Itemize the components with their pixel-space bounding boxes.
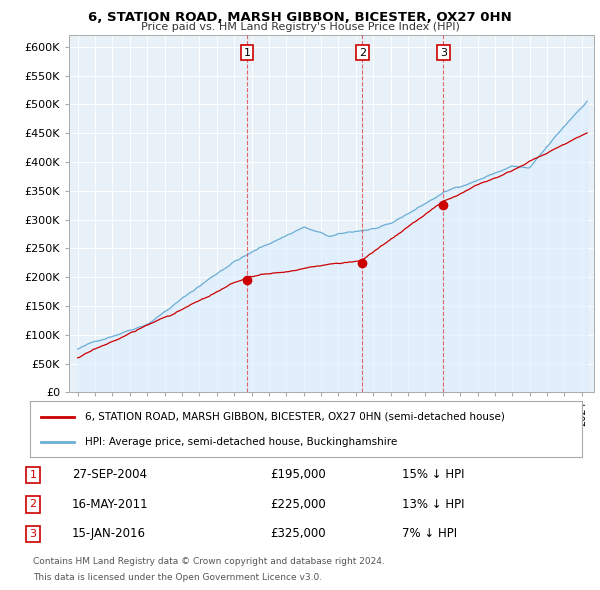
Text: Contains HM Land Registry data © Crown copyright and database right 2024.: Contains HM Land Registry data © Crown c… [33, 558, 385, 566]
Text: 2: 2 [29, 500, 37, 509]
Text: £225,000: £225,000 [270, 498, 326, 511]
Text: 27-SEP-2004: 27-SEP-2004 [72, 468, 147, 481]
Text: 6, STATION ROAD, MARSH GIBBON, BICESTER, OX27 0HN (semi-detached house): 6, STATION ROAD, MARSH GIBBON, BICESTER,… [85, 412, 505, 422]
Text: This data is licensed under the Open Government Licence v3.0.: This data is licensed under the Open Gov… [33, 573, 322, 582]
Text: 1: 1 [29, 470, 37, 480]
Text: 2: 2 [359, 48, 366, 58]
Text: £325,000: £325,000 [270, 527, 326, 540]
Text: HPI: Average price, semi-detached house, Buckinghamshire: HPI: Average price, semi-detached house,… [85, 437, 397, 447]
Text: 6, STATION ROAD, MARSH GIBBON, BICESTER, OX27 0HN: 6, STATION ROAD, MARSH GIBBON, BICESTER,… [88, 11, 512, 24]
Text: 7% ↓ HPI: 7% ↓ HPI [402, 527, 457, 540]
Text: 3: 3 [440, 48, 447, 58]
Text: 15% ↓ HPI: 15% ↓ HPI [402, 468, 464, 481]
Text: 15-JAN-2016: 15-JAN-2016 [72, 527, 146, 540]
Text: 1: 1 [244, 48, 251, 58]
Text: Price paid vs. HM Land Registry's House Price Index (HPI): Price paid vs. HM Land Registry's House … [140, 22, 460, 32]
Text: £195,000: £195,000 [270, 468, 326, 481]
Text: 3: 3 [29, 529, 37, 539]
Text: 13% ↓ HPI: 13% ↓ HPI [402, 498, 464, 511]
Text: 16-MAY-2011: 16-MAY-2011 [72, 498, 149, 511]
